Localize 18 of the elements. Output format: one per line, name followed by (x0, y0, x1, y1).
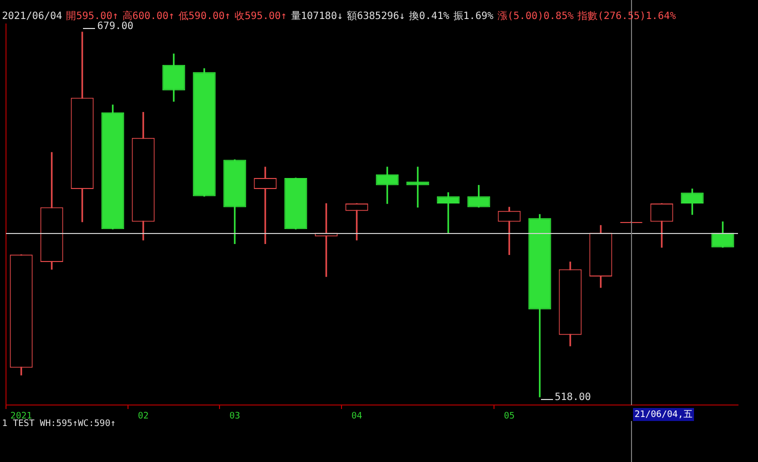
text: 低590.00↑ (178, 11, 231, 22)
text: 高600.00↑ (122, 11, 175, 22)
x-tick-label: 05 (504, 412, 515, 422)
text: 開595.00↑ (66, 11, 118, 22)
annotation: 518.00 (554, 392, 591, 403)
text: 換0.41% (409, 11, 450, 22)
text: 額6385296↓ (347, 11, 406, 22)
x-tick-label: 03 (229, 412, 240, 422)
x-tick-label: 04 (351, 412, 362, 422)
x-tick-label: 02 (138, 412, 149, 422)
text: 2021/06/04 (2, 11, 62, 22)
text: 漲(5.00)0.85% (497, 11, 574, 22)
text: 指數(276.55)1.64% (578, 11, 676, 22)
text: 量107180↓ (290, 11, 343, 22)
text: 振1.69% (453, 11, 494, 22)
annotation: 679.00 (97, 21, 134, 32)
text: 21/06/04,五 (632, 408, 694, 421)
text: 收595.00↑ (234, 11, 287, 22)
